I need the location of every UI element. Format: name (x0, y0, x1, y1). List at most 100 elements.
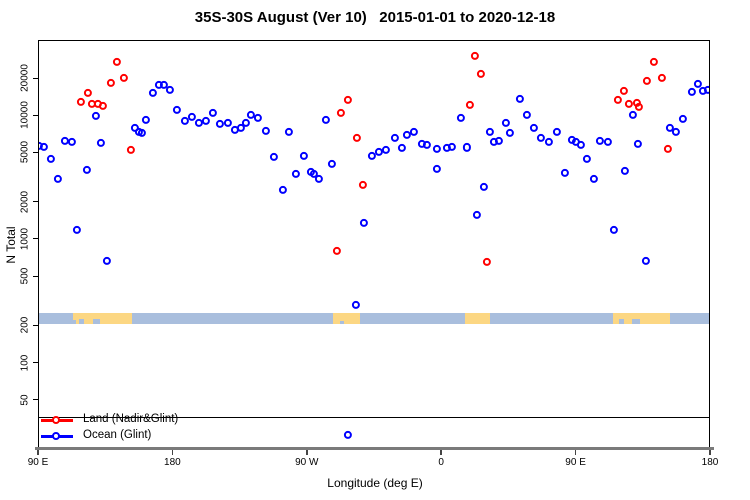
land-patch (613, 313, 670, 324)
data-point-ocean (72, 225, 82, 235)
x-tick (574, 450, 577, 455)
data-point-ocean (359, 218, 369, 228)
data-point-ocean (609, 225, 619, 235)
data-point-land (642, 76, 652, 86)
data-point-ocean (351, 300, 361, 310)
data-point-ocean (172, 106, 182, 115)
land-circle-icon (52, 415, 61, 424)
data-point-land (106, 78, 116, 88)
reference-line (38, 417, 710, 418)
data-point-ocean (187, 112, 197, 122)
data-point-ocean (261, 126, 271, 136)
land-series-symbol (41, 414, 73, 426)
y-tick-label: 500 (19, 267, 31, 285)
data-point-land (112, 57, 122, 66)
data-point-land (663, 144, 673, 154)
data-point-ocean (253, 113, 263, 123)
land-patch (72, 313, 132, 324)
data-point-land (465, 100, 475, 110)
data-point-ocean (589, 174, 599, 184)
x-tick-label: 180 (164, 457, 181, 468)
data-point-land (352, 133, 362, 143)
data-point-ocean (671, 127, 681, 137)
data-point-ocean (159, 80, 169, 89)
data-point-ocean (278, 185, 288, 195)
data-point-land (657, 73, 666, 83)
legend-label-land: Land (Nadir&Glint) (83, 413, 179, 425)
data-point-ocean (529, 123, 539, 133)
data-point-ocean (236, 123, 246, 133)
y-tick (33, 238, 38, 240)
y-tick (33, 114, 38, 116)
data-point-ocean (367, 151, 377, 161)
data-point-ocean (397, 143, 407, 153)
data-point-ocean (91, 111, 101, 121)
data-point-ocean (39, 142, 49, 152)
x-tick (306, 450, 308, 455)
data-point-ocean (148, 89, 158, 98)
x-tick-label: 90 W (295, 457, 319, 468)
data-point-ocean (82, 165, 92, 175)
data-point-land (634, 102, 644, 111)
data-point-ocean (544, 137, 554, 147)
data-point-land (358, 180, 368, 190)
x-tick-label: 90 E (565, 457, 586, 468)
ocean-circle-icon (52, 431, 61, 440)
data-point-ocean (560, 168, 570, 178)
x-tick (171, 450, 174, 455)
data-point-ocean (223, 118, 233, 128)
data-point-ocean (485, 127, 495, 137)
data-point-land (613, 95, 623, 104)
data-point-ocean (381, 145, 391, 155)
y-tick-label: 200 (19, 317, 31, 334)
y-tick (33, 275, 38, 277)
y-tick-label: 50 (19, 394, 31, 406)
coast-notch (92, 318, 100, 324)
data-point-ocean (180, 116, 190, 126)
y-tick-label: 1000 (19, 227, 31, 251)
coast-notch (79, 319, 84, 324)
data-point-ocean (390, 133, 400, 143)
x-tick-label: 90 E (27, 457, 49, 468)
legend-label-ocean: Ocean (Glint) (83, 429, 152, 441)
data-point-land (619, 86, 629, 96)
data-point-ocean (67, 137, 77, 147)
data-point-ocean (309, 169, 319, 179)
coast-notch (632, 318, 640, 324)
data-point-ocean (515, 94, 525, 104)
x-tick (37, 450, 39, 455)
plot-area: Land (Nadir&Glint) Ocean (Glint) (38, 40, 710, 449)
data-point-land (470, 52, 480, 61)
data-point-ocean (96, 138, 106, 148)
data-point-land (476, 70, 486, 79)
data-point-ocean (505, 128, 515, 138)
chart-title: 35S-30S August (Ver 10) 2015-01-01 to 20… (194, 9, 556, 26)
data-point-ocean (603, 137, 613, 147)
data-point-ocean (456, 113, 466, 123)
data-point-ocean (314, 174, 324, 184)
y-tick-label: 100 (19, 354, 31, 371)
x-axis-title: Longitude (deg E) (327, 476, 423, 490)
data-point-ocean (501, 118, 511, 128)
y-tick (33, 77, 38, 79)
data-point-ocean (494, 136, 504, 146)
data-point-ocean (620, 166, 630, 176)
data-point-land (336, 109, 346, 118)
data-point-land (98, 101, 108, 110)
data-point-ocean (46, 154, 56, 164)
data-point-land (332, 246, 342, 256)
data-point-ocean (165, 85, 175, 95)
data-point-ocean (208, 109, 218, 118)
x-tick (709, 450, 711, 455)
x-axis-line (35, 447, 714, 450)
y-tick-label: 10000 (19, 101, 31, 130)
data-point-ocean (522, 111, 532, 120)
coast-notch (618, 319, 625, 324)
data-point-ocean (284, 127, 294, 137)
x-tick-label: 0 (438, 457, 444, 468)
data-point-ocean (576, 140, 586, 150)
ocean-series-symbol (41, 430, 73, 442)
data-point-land (83, 89, 93, 98)
data-point-ocean (141, 115, 151, 125)
